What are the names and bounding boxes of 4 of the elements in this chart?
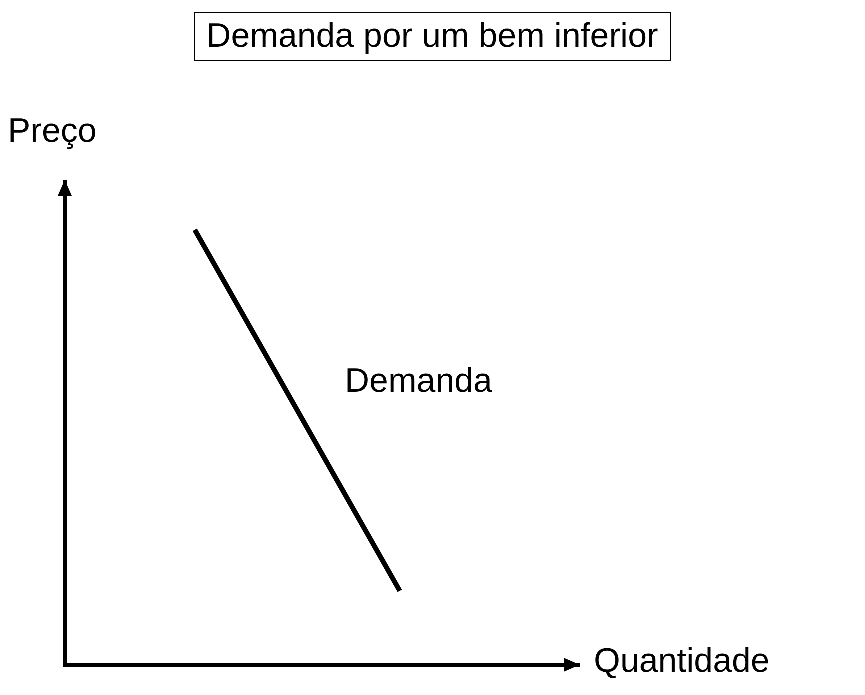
chart-title: Demanda por um bem inferior [194,12,672,61]
y-axis-title: Preço [8,112,97,151]
x-axis-title: Quantidade [594,642,770,681]
series-label: Demanda [345,362,492,401]
